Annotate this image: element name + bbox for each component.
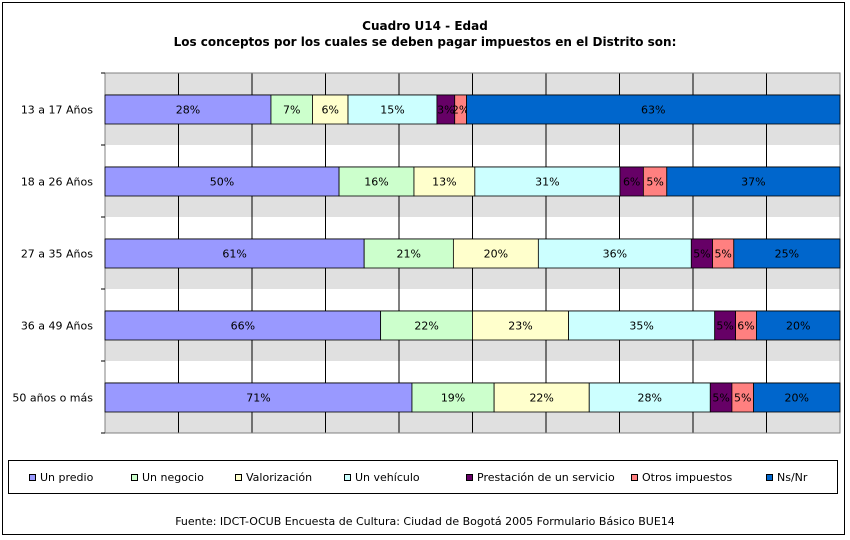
bar-un-predio: [104, 166, 340, 197]
data-label-prestacion-de-un-servicio: 5%: [712, 392, 729, 405]
bar-ns-nr: [466, 94, 841, 125]
data-label-ns-nr: 63%: [641, 104, 665, 117]
data-label-un-vehiculo: 28%: [638, 392, 662, 405]
data-label-otros-impuestos: 5%: [734, 392, 751, 405]
data-label-prestacion-de-un-servicio: 5%: [693, 248, 710, 261]
bar-un-negocio: [270, 94, 313, 125]
data-label-un-vehiculo: 36%: [603, 248, 627, 261]
data-label-un-negocio: 7%: [283, 104, 300, 117]
bar-un-negocio: [338, 166, 415, 197]
data-label-valorizacion: 20%: [484, 248, 508, 261]
data-label-un-vehiculo: 31%: [535, 176, 559, 189]
bar-ns-nr: [756, 310, 841, 341]
bar-ns-nr: [753, 382, 841, 413]
legend-swatch: [344, 474, 351, 481]
data-label-otros-impuestos: 5%: [646, 176, 663, 189]
category-label: 13 a 17 Años: [21, 104, 93, 117]
bar-valorizacion: [472, 310, 569, 341]
data-label-un-predio: 28%: [176, 104, 200, 117]
data-label-un-predio: 61%: [222, 248, 246, 261]
data-label-un-negocio: 16%: [364, 176, 388, 189]
data-label-ns-nr: 25%: [775, 248, 799, 261]
bar-un-vehiculo: [347, 94, 438, 125]
data-label-un-predio: 50%: [210, 176, 234, 189]
bar-un-vehiculo: [537, 238, 692, 269]
bar-ns-nr: [666, 166, 841, 197]
category-label: 50 años o más: [12, 392, 93, 405]
data-label-ns-nr: 20%: [786, 320, 810, 333]
legend-swatch: [29, 474, 36, 481]
data-label-ns-nr: 20%: [785, 392, 809, 405]
data-label-otros-impuestos: 2%: [452, 104, 469, 117]
legend-label: Un negocio: [142, 471, 204, 484]
legend-label: Ns/Nr: [777, 471, 808, 484]
bar-valorizacion: [413, 166, 476, 197]
chart-plot: 28% 7% 6% 15% 3%2% 63% 13 a 17 Años 50% 16% 13% 31…: [12, 72, 841, 434]
legend-swatch: [631, 474, 638, 481]
bar-valorizacion: [452, 238, 539, 269]
data-label-un-negocio: 21%: [397, 248, 421, 261]
legend-swatch: [131, 474, 138, 481]
legend-label: Un vehículo: [355, 471, 420, 484]
legend-swatch: [466, 474, 473, 481]
data-label-prestacion-de-un-servicio: 3%: [437, 104, 454, 117]
chart-title: Cuadro U14 - Edad: [362, 19, 488, 33]
chart-legend: Un predio Un negocio Valorización Un vehícu…: [8, 460, 838, 494]
category-label: 27 a 35 Años: [21, 248, 93, 261]
source-note: Fuente: IDCT-OCUB Encuesta de Cultura: C…: [175, 515, 675, 528]
data-label-un-predio: 71%: [246, 392, 270, 405]
bar-un-negocio: [411, 382, 495, 413]
bar-valorizacion: [493, 382, 590, 413]
data-label-valorizacion: 22%: [529, 392, 553, 405]
data-label-otros-impuestos: 6%: [737, 320, 754, 333]
legend-label: Un predio: [40, 471, 94, 484]
legend-label: Prestación de un servicio: [477, 471, 615, 484]
data-label-ns-nr: 37%: [741, 176, 765, 189]
data-label-valorizacion: 13%: [432, 176, 456, 189]
category-label: 36 a 49 Años: [21, 320, 93, 333]
bar-un-negocio: [363, 238, 454, 269]
legend-label: Otros impuestos: [642, 471, 733, 484]
bar-ns-nr: [733, 238, 841, 269]
data-label-valorizacion: 23%: [508, 320, 532, 333]
legend-swatch: [766, 474, 773, 481]
data-label-prestacion-de-un-servicio: 5%: [716, 320, 733, 333]
bar-un-predio: [104, 310, 382, 341]
bar-un-predio: [104, 382, 413, 413]
legend-label: Valorización: [246, 471, 313, 484]
data-label-un-vehiculo: 35%: [629, 320, 653, 333]
data-label-un-vehiculo: 15%: [380, 104, 404, 117]
data-label-otros-impuestos: 5%: [714, 248, 731, 261]
chart-subtitle: Los conceptos por los cuales se deben pa…: [173, 35, 677, 49]
data-label-valorizacion: 6%: [322, 104, 339, 117]
data-label-un-negocio: 22%: [414, 320, 438, 333]
category-label: 18 a 26 Años: [21, 176, 93, 189]
data-label-prestacion-de-un-servicio: 6%: [623, 176, 640, 189]
legend-swatch: [235, 474, 242, 481]
data-label-un-predio: 66%: [231, 320, 255, 333]
bar-un-predio: [104, 238, 365, 269]
data-label-un-negocio: 19%: [441, 392, 465, 405]
